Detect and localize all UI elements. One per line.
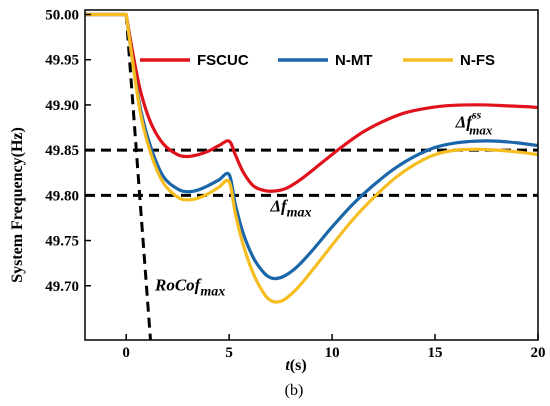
annotation-superscript: ss — [471, 108, 482, 122]
annotation-base: Δf — [269, 197, 289, 216]
annotation-base: RoCof — [154, 275, 203, 294]
y-tick-label: 49.70 — [45, 279, 79, 295]
x-tick-label: 5 — [225, 345, 233, 361]
y-tick-label: 49.90 — [45, 98, 79, 114]
annotation-subscript: max — [287, 206, 312, 221]
axis-ticks: 0 5 10 15 20 49.70 49.75 49.80 49.85 49.90 49.95 50… — [45, 8, 545, 361]
y-tick-label: 50.00 — [45, 8, 79, 24]
x-axis-unit: (s) — [290, 357, 307, 374]
series-line-n-fs — [85, 12, 538, 304]
annotation-df-max: Δfmax — [269, 197, 311, 221]
y-tick-label: 49.95 — [45, 53, 79, 69]
annotation-df-ss: Δfss max — [455, 108, 493, 138]
legend: FSCUC N-MT N-FS — [140, 52, 495, 69]
legend-label: FSCUC — [197, 52, 249, 69]
series-lines — [85, 12, 538, 304]
annotation-base: Δf — [455, 113, 475, 132]
annotation-subscript: max — [469, 123, 493, 138]
figure-caption: (b) — [285, 382, 304, 399]
y-tick-label: 49.85 — [45, 143, 79, 159]
y-tick-label: 49.80 — [45, 188, 79, 204]
x-axis-title: t(s) — [285, 357, 306, 374]
legend-label: N-MT — [335, 52, 373, 69]
y-axis-title: System Frequency(Hz) — [9, 127, 26, 283]
rocof-line — [124, 14, 152, 340]
legend-label: N-FS — [460, 52, 495, 69]
series-line-fscuc — [85, 12, 538, 193]
annotation-subscript: max — [200, 284, 225, 299]
x-tick-label: 0 — [122, 345, 130, 361]
series-line-n-mt — [85, 12, 538, 281]
annotation-rocof: RoCofmax — [154, 275, 225, 299]
x-tick-label: 10 — [325, 345, 340, 361]
x-tick-label: 20 — [531, 345, 546, 361]
x-axis-variable: t — [285, 357, 290, 374]
y-tick-label: 49.75 — [45, 234, 79, 250]
x-tick-label: 15 — [428, 345, 443, 361]
plot-frame — [84, 9, 539, 341]
